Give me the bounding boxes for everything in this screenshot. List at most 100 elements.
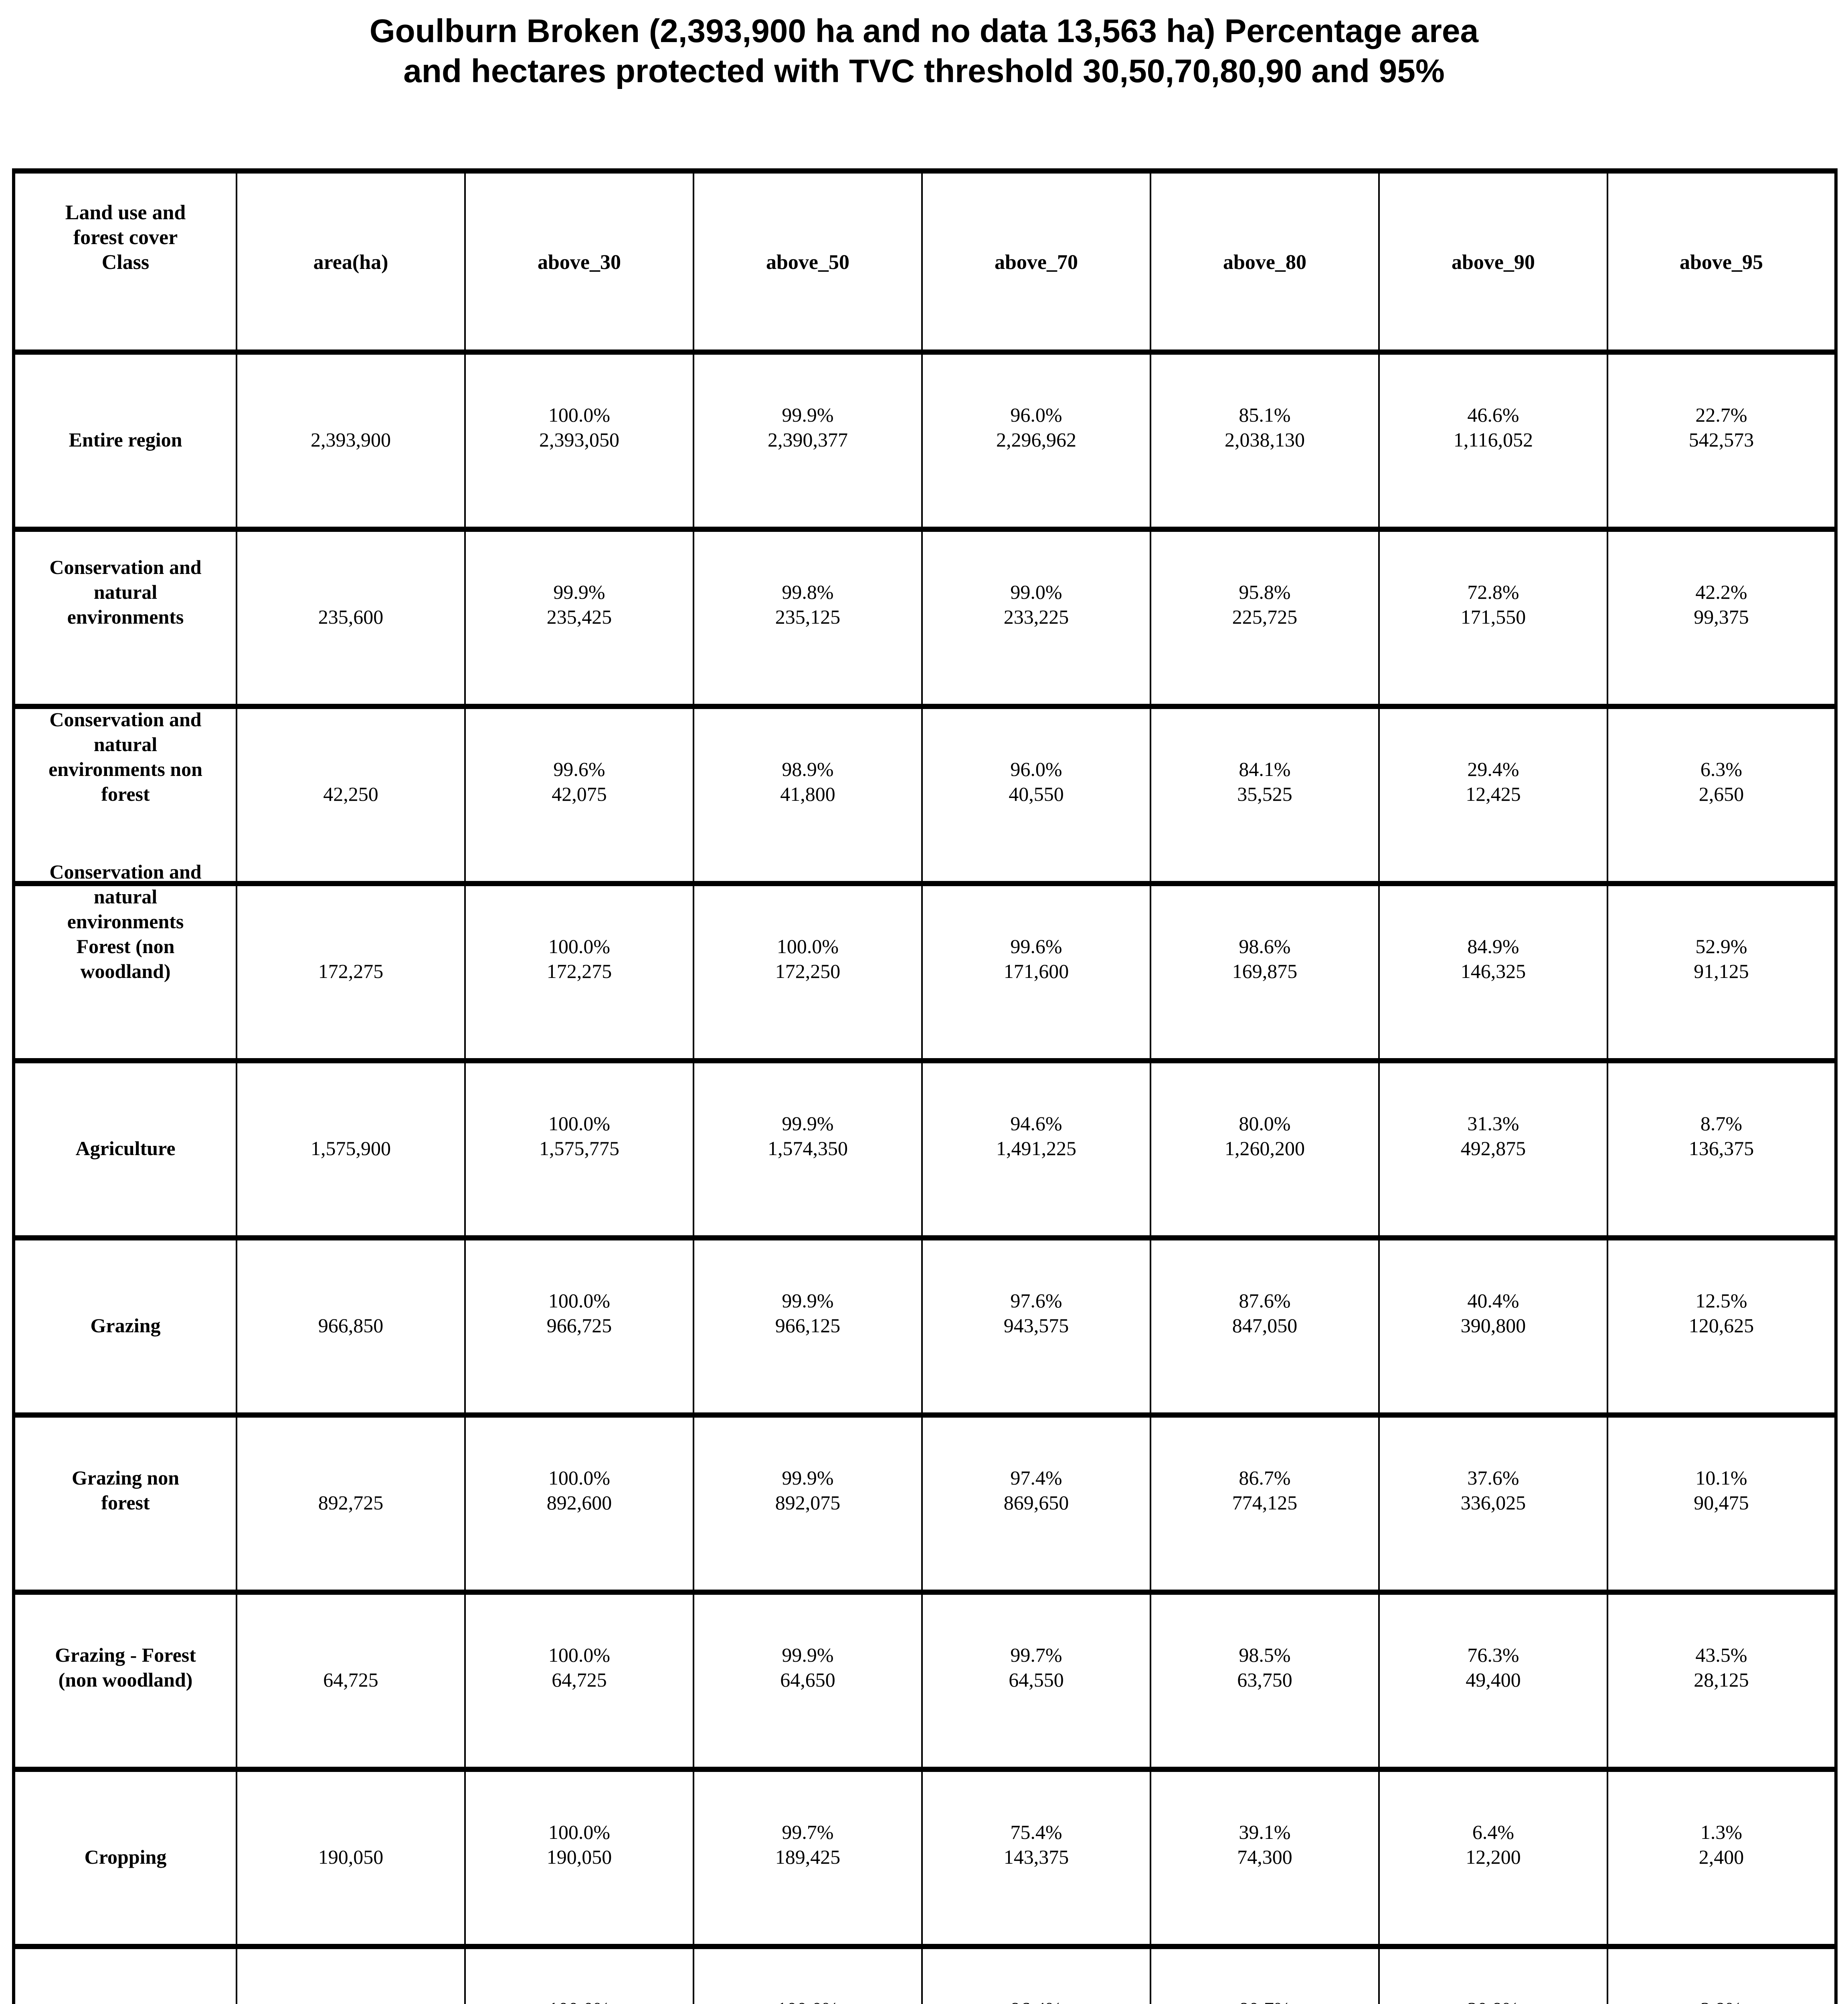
- row-label-cell: Conservation and natural environments: [13, 527, 237, 709]
- row-above90-cell: 84.9% 146,325: [1378, 881, 1608, 1063]
- percent-value: 97.4%: [1010, 1467, 1062, 1489]
- percent-value: 43.5%: [1695, 1644, 1747, 1666]
- hectares-value: 41,800: [780, 783, 835, 805]
- percent-value: 100.0%: [548, 935, 611, 958]
- row-label-cell: Grazing non forest: [13, 1412, 237, 1595]
- row-above70-cell: 75.4% 143,375: [921, 1767, 1151, 1949]
- row-area-cell: 966,850: [236, 1235, 466, 1418]
- hectares-value: 91,125: [1694, 960, 1749, 982]
- hectares-value: 2,393,050: [539, 428, 619, 451]
- row-above80-cell: 98.6% 169,875: [1150, 881, 1380, 1063]
- row-above95-cell: 8.7% 136,375: [1607, 1058, 1837, 1240]
- col-header-label: above_95: [1680, 251, 1763, 274]
- percent-value: 39.1%: [1239, 1821, 1291, 1843]
- row-above90-cell: 76.3% 49,400: [1378, 1590, 1608, 1772]
- hectares-value: 49,400: [1466, 1669, 1521, 1691]
- percent-value: 99.9%: [782, 1467, 834, 1489]
- hectares-value: 120,625: [1688, 1314, 1754, 1337]
- percent-value: 6.3%: [1700, 758, 1743, 780]
- hectares-value: 40,550: [1009, 783, 1064, 805]
- percent-value: 100.0%: [548, 1112, 611, 1135]
- row-above30-cell: 100.0% 64,725: [464, 1590, 694, 1772]
- table-row: Conservation and natural environments no…: [13, 704, 1837, 886]
- col-header-label: above_30: [538, 251, 621, 274]
- percent-value: 52.9%: [1695, 935, 1747, 958]
- row-above95-cell: 12.5% 120,625: [1607, 1235, 1837, 1418]
- table-row: Grazing 966,850 100.0% 966,725 99.9% 966,1…: [13, 1235, 1837, 1418]
- row-area-value: 172,275: [318, 960, 384, 982]
- percent-value: 20.9%: [1381, 1997, 1605, 2004]
- row-above80-cell: 39.1% 74,300: [1150, 1767, 1380, 1949]
- hectares-value: 64,725: [552, 1669, 607, 1691]
- col-header-above-30: above_30: [464, 168, 694, 355]
- row-area-cell: 892,725: [236, 1412, 466, 1595]
- row-label-cell: Cropping: [13, 1767, 237, 1949]
- row-above30-cell: 100.0% 172,275: [464, 881, 694, 1063]
- hectares-value: 35,525: [1237, 783, 1292, 805]
- row-above90-cell: 20.9%85,125: [1378, 1944, 1608, 2004]
- row-area-cell: 64,725: [236, 1590, 466, 1772]
- table-row: Entire region 2,393,900 100.0% 2,393,050 …: [13, 349, 1837, 532]
- percent-value: 29.4%: [1467, 758, 1519, 780]
- row-above95-cell: 6.3% 2,650: [1607, 704, 1837, 886]
- percent-value: 100.0%: [467, 1997, 691, 2004]
- percent-value: 42.2%: [1695, 581, 1747, 603]
- row-above90-cell: 31.3% 492,875: [1378, 1058, 1608, 1240]
- hectares-value: 235,125: [775, 606, 841, 628]
- percent-value: 99.0%: [1010, 581, 1062, 603]
- row-area-value: 42,250: [323, 783, 378, 805]
- percent-value: 100.0%: [548, 404, 611, 426]
- hectares-value: 2,400: [1698, 1846, 1744, 1868]
- percent-value: 46.6%: [1467, 404, 1519, 426]
- row-area-cell: 190,050: [236, 1767, 466, 1949]
- row-label: Conservation and natural environments Fo…: [49, 861, 202, 982]
- row-above70-cell: 99.0% 233,225: [921, 527, 1151, 709]
- hectares-value: 189,425: [775, 1846, 841, 1868]
- hectares-value: 1,491,225: [996, 1137, 1076, 1160]
- hectares-value: 1,574,350: [768, 1137, 848, 1160]
- col-header-class: Land use and forest cover Class: [13, 168, 237, 355]
- percent-value: 100.0%: [548, 1289, 611, 1312]
- col-header-label: above_90: [1452, 251, 1535, 274]
- row-label-cell: Conservation and natural environments no…: [13, 704, 237, 886]
- percent-value: 99.6%: [553, 758, 605, 780]
- row-area-value: 235,600: [318, 606, 384, 628]
- col-header-area: area(ha): [236, 168, 466, 355]
- row-area-cell: 1,575,900: [236, 1058, 466, 1240]
- percent-value: 22.7%: [1695, 404, 1747, 426]
- percent-value: 99.9%: [782, 1289, 834, 1312]
- row-label: Cropping: [84, 1846, 167, 1868]
- hectares-value: 892,075: [775, 1491, 841, 1514]
- table-row: Grazing non forest 892,725 100.0% 892,600…: [13, 1412, 1837, 1595]
- percent-value: 96.0%: [1010, 404, 1062, 426]
- hectares-value: 233,225: [1003, 606, 1069, 628]
- row-label: Grazing - Forest (non woodland): [55, 1644, 196, 1691]
- row-label-cell: Conservation and natural environments Fo…: [13, 861, 237, 1063]
- row-above70-cell: 97.6% 943,575: [921, 1235, 1151, 1418]
- row-above70-cell: 97.4% 869,650: [921, 1412, 1151, 1595]
- hectares-value: 390,800: [1460, 1314, 1526, 1337]
- row-above95-cell: 43.5% 28,125: [1607, 1590, 1837, 1772]
- hectares-value: 2,650: [1698, 783, 1744, 805]
- percent-value: 98.5%: [1239, 1644, 1291, 1666]
- row-area-value: 1,575,900: [311, 1137, 391, 1160]
- row-area-cell: 42,250: [236, 704, 466, 886]
- row-area-cell: 235,600: [236, 527, 466, 709]
- row-label-cell: Agriculture: [13, 1058, 237, 1240]
- hectares-value: 63,750: [1237, 1669, 1292, 1691]
- percent-value: 99.9%: [782, 1644, 834, 1666]
- percent-value: 87.6%: [1239, 1289, 1291, 1312]
- hectares-value: 943,575: [1003, 1314, 1069, 1337]
- hectares-value: 169,875: [1232, 960, 1298, 982]
- row-label: Entire region: [69, 428, 182, 451]
- row-area-value: 64,725: [323, 1669, 378, 1691]
- row-label-cell: Grazing: [13, 1235, 237, 1418]
- row-above50-cell: 100.0%406,525: [693, 1944, 923, 2004]
- row-above80-cell: 86.7% 774,125: [1150, 1412, 1380, 1595]
- row-above80-cell: 84.1% 35,525: [1150, 704, 1380, 886]
- row-area-cell: 172,275: [236, 881, 466, 1063]
- row-above30-cell: 100.0% 2,393,050: [464, 349, 694, 532]
- col-header-label: Land use and forest cover Class: [65, 201, 186, 274]
- percent-value: 80.7%: [1153, 1997, 1377, 2004]
- percent-value: 97.6%: [1010, 1289, 1062, 1312]
